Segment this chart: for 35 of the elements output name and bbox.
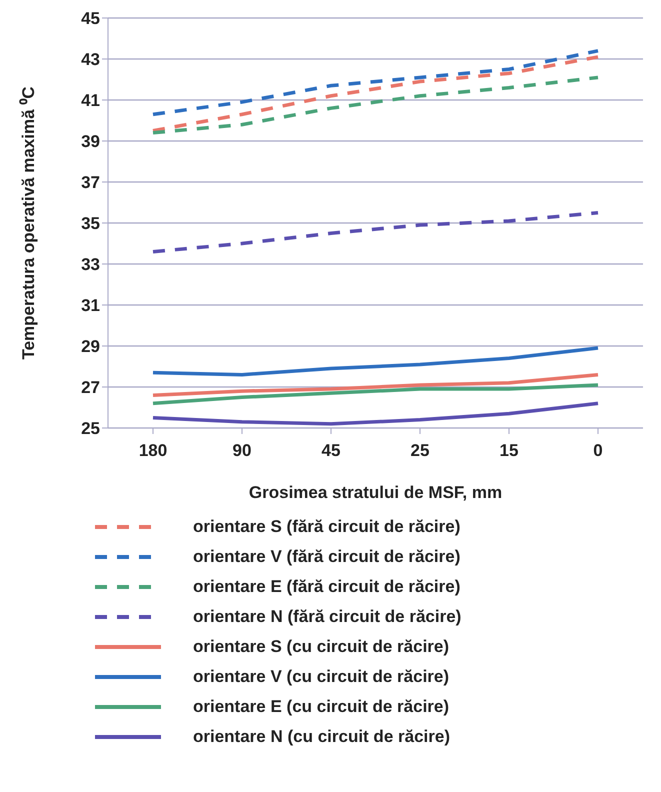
line-series xyxy=(151,383,600,406)
line-series xyxy=(151,55,600,132)
y-tick-label: 45 xyxy=(81,9,100,28)
line-series xyxy=(151,402,600,426)
y-tick-label: 41 xyxy=(81,91,100,110)
legend-label: orientare E (fără circuit de răcire) xyxy=(193,577,460,597)
y-tick-label: 27 xyxy=(81,378,100,398)
y-tick-label: 43 xyxy=(81,50,100,70)
x-tick-label: 45 xyxy=(322,441,340,460)
legend-label: orientare V (cu circuit de răcire) xyxy=(193,667,450,687)
y-tick-label: 25 xyxy=(81,419,100,438)
y-tick-label: 37 xyxy=(81,173,100,192)
y-axis-title: Temperatura operativă maximă ⁰C xyxy=(19,86,38,360)
x-tick-label: 25 xyxy=(410,441,430,460)
y-tick-label: 33 xyxy=(81,255,100,274)
line-series xyxy=(151,49,600,116)
legend-label: orientare S (fără circuit de răcire) xyxy=(193,517,460,537)
x-tick-label: 0 xyxy=(593,441,603,460)
legend-label: orientare N (fără circuit de răcire) xyxy=(193,607,462,627)
y-tick-label: 39 xyxy=(81,132,100,152)
line-series xyxy=(151,372,600,397)
line-series xyxy=(151,346,600,376)
x-tick-label: 180 xyxy=(138,441,168,460)
x-axis-title: Grosimea stratului de MSF, mm xyxy=(248,483,502,502)
x-tick-label: 90 xyxy=(232,441,252,460)
y-tick-label: 35 xyxy=(81,214,100,234)
legend-label: orientare E (cu circuit de răcire) xyxy=(193,697,450,717)
legend-label: orientare N (cu circuit de răcire) xyxy=(193,727,450,747)
legend-label: orientare V (fără circuit de răcire) xyxy=(193,547,460,567)
line-series xyxy=(151,76,600,135)
line-series xyxy=(151,211,600,254)
y-tick-label: 29 xyxy=(81,337,100,356)
y-tick-label: 31 xyxy=(81,296,100,316)
legend-label: orientare S (cu circuit de răcire) xyxy=(193,637,450,657)
x-tick-label: 15 xyxy=(500,441,518,460)
